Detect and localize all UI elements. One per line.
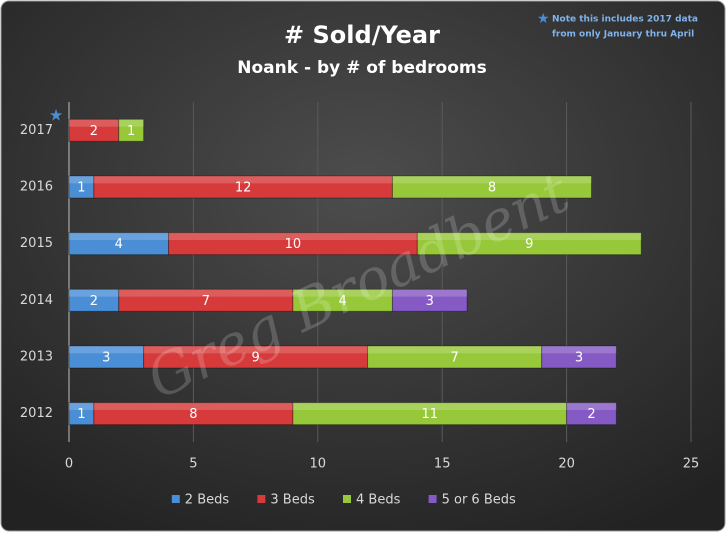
bar-highlight xyxy=(69,232,169,240)
bar-segment xyxy=(566,402,617,426)
bar-highlight xyxy=(292,289,393,297)
y-tick-label: 2016 xyxy=(20,180,53,195)
annotation-star: ★ xyxy=(537,11,550,27)
data-label: 1 xyxy=(127,124,135,139)
chart-title: # Sold/Year xyxy=(284,21,440,49)
data-label: 1 xyxy=(77,181,85,196)
bar-highlight xyxy=(168,232,418,240)
data-label: 3 xyxy=(426,294,434,309)
data-label: 9 xyxy=(525,237,533,252)
bar-highlight xyxy=(93,402,293,410)
legend-swatch xyxy=(343,495,351,503)
y-tick-label: 2015 xyxy=(20,236,53,251)
y-tick-label: 2013 xyxy=(20,350,53,365)
bar-segment xyxy=(391,288,468,312)
data-label: 4 xyxy=(115,237,123,252)
annotation-star: ★ xyxy=(49,106,63,125)
data-label: 2 xyxy=(90,294,98,309)
bar-highlight xyxy=(69,346,144,354)
data-label: 7 xyxy=(450,351,458,366)
x-tick-label: 20 xyxy=(558,457,575,472)
data-label: 4 xyxy=(339,294,347,309)
bar-highlight xyxy=(69,402,94,410)
bar-highlight xyxy=(118,289,293,297)
x-tick-label: 5 xyxy=(189,457,197,472)
bar-segment xyxy=(68,232,170,256)
data-label: 11 xyxy=(421,407,438,422)
bar-segment xyxy=(416,232,642,256)
data-label: 3 xyxy=(102,351,110,366)
bar-highlight xyxy=(93,176,393,184)
bar-highlight xyxy=(69,119,119,127)
data-label: 10 xyxy=(285,237,302,252)
legend-swatch xyxy=(428,495,437,503)
bar-segment xyxy=(391,175,592,199)
data-label: 9 xyxy=(251,351,259,366)
bar-highlight xyxy=(292,402,567,410)
legend-label: 3 Beds xyxy=(270,493,315,508)
bar-segment xyxy=(68,288,120,312)
legend-label: 2 Beds xyxy=(185,493,230,508)
legend-swatch xyxy=(257,495,266,503)
annotation: Note this includes 2017 data xyxy=(552,15,698,25)
x-tick-label: 10 xyxy=(310,457,327,472)
bar-highlight xyxy=(541,346,617,354)
data-label: 3 xyxy=(575,351,583,366)
bar-highlight xyxy=(69,176,94,184)
bar-highlight xyxy=(392,176,592,184)
legend-label: 4 Beds xyxy=(356,493,401,508)
bar-segment xyxy=(118,118,145,142)
x-tick-label: 15 xyxy=(434,457,451,472)
bar-segment xyxy=(93,402,294,426)
legend-label: 5 or 6 Beds xyxy=(442,493,516,508)
data-label: 8 xyxy=(488,181,496,196)
annotation: from only January thru April xyxy=(552,30,694,40)
bar-segment xyxy=(68,118,120,142)
data-label: 2 xyxy=(587,407,595,422)
bar-segment xyxy=(541,345,617,369)
bar-highlight xyxy=(143,346,368,354)
bar-highlight xyxy=(69,289,119,297)
data-label: 8 xyxy=(189,407,197,422)
y-tick-label: 2017 xyxy=(20,123,53,138)
bar-highlight xyxy=(367,346,542,354)
bar-highlight xyxy=(392,289,468,297)
data-label: 2 xyxy=(90,124,98,139)
bar-highlight xyxy=(566,402,617,410)
data-label: 1 xyxy=(77,407,85,422)
y-tick-label: 2012 xyxy=(20,406,53,421)
bar-highlight xyxy=(417,232,642,240)
y-tick-label: 2014 xyxy=(20,293,53,308)
x-tick-label: 0 xyxy=(65,457,73,472)
data-label: 12 xyxy=(235,181,252,196)
legend-swatch xyxy=(171,495,180,503)
chart-subtitle: Noank - by # of bedrooms xyxy=(237,58,486,78)
bar-highlight xyxy=(118,119,144,127)
x-tick-label: 25 xyxy=(683,457,700,472)
data-label: 7 xyxy=(202,294,210,309)
